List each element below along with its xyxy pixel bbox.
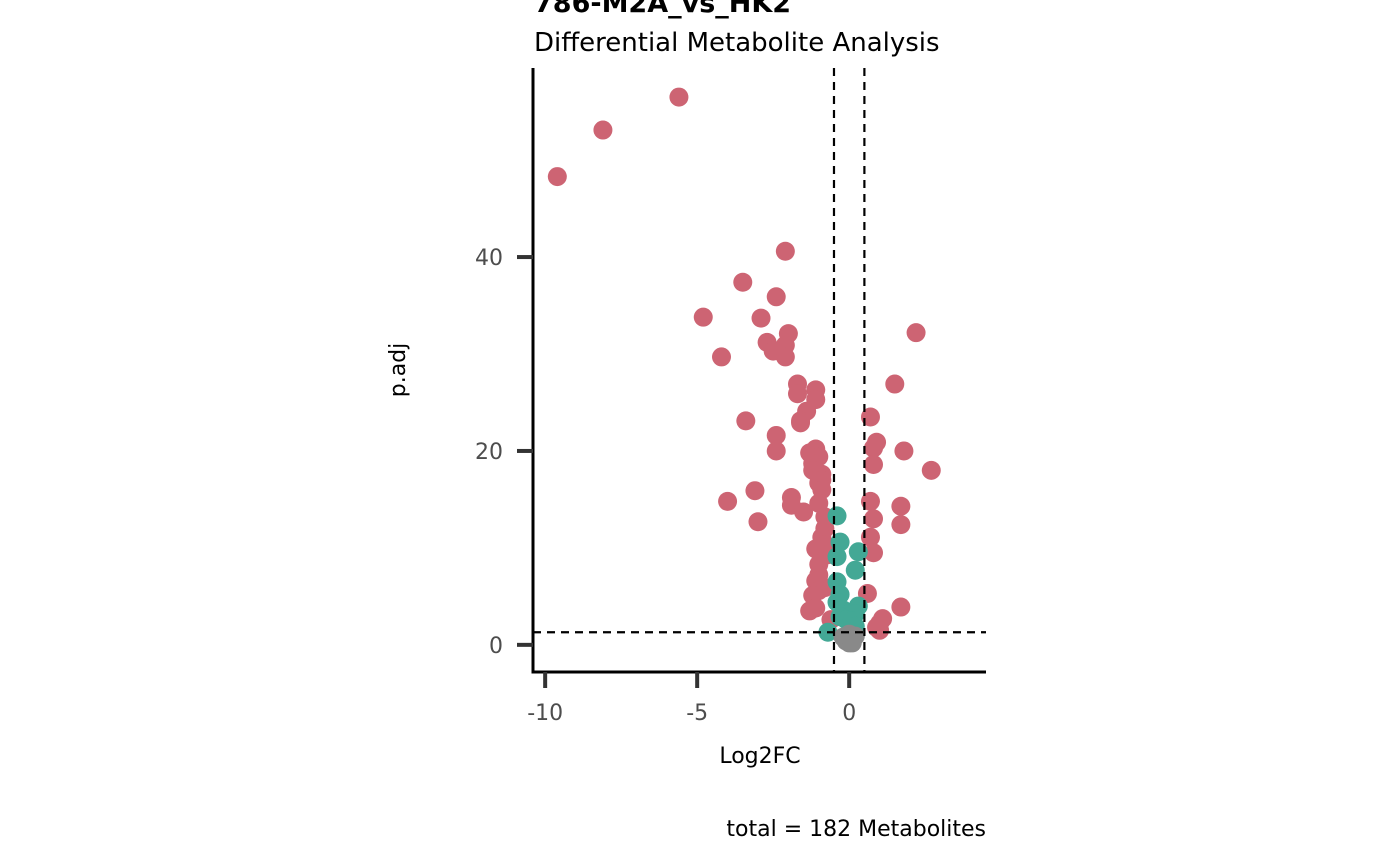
chart-subtitle: Differential Metabolite Analysis <box>534 28 940 58</box>
data-point <box>870 620 890 640</box>
data-point <box>891 496 911 516</box>
data-point <box>593 120 613 140</box>
data-point <box>860 527 880 547</box>
threshold-lines <box>533 68 986 672</box>
data-point <box>921 460 941 480</box>
data-point <box>864 438 884 458</box>
data-point <box>766 287 786 307</box>
data-point <box>693 307 713 327</box>
chart-title: 786-M2A_vs_HK2 <box>534 0 791 19</box>
data-point <box>827 506 847 526</box>
data-point <box>906 323 926 343</box>
data-point <box>794 502 814 522</box>
data-point <box>775 241 795 261</box>
data-point <box>733 272 753 292</box>
data-point <box>864 509 884 529</box>
data-point <box>827 547 847 567</box>
data-point <box>766 441 786 461</box>
data-point <box>864 543 884 563</box>
x-tick-label: 0 <box>842 701 856 726</box>
data-point <box>885 374 905 394</box>
y-tick-label: 40 <box>475 246 503 271</box>
data-point <box>845 560 865 580</box>
data-point <box>745 481 765 501</box>
data-point <box>891 515 911 535</box>
x-axis-title: Log2FC <box>719 744 800 769</box>
x-tick-label: -5 <box>686 701 708 726</box>
data-point <box>547 167 567 187</box>
chart-caption: total = 182 Metabolites <box>726 817 986 842</box>
data-point <box>864 455 884 475</box>
data-point <box>891 597 911 617</box>
x-tick-label: -10 <box>527 701 563 726</box>
axes: 0 20 40 -10 -5 0 <box>475 68 986 726</box>
data-point <box>830 532 850 552</box>
data-point <box>894 441 914 461</box>
y-tick-label: 20 <box>475 440 503 465</box>
data-point <box>748 512 768 532</box>
data-point <box>842 633 862 653</box>
y-axis-title: p.adj <box>386 343 411 398</box>
data-point <box>669 87 689 107</box>
data-point <box>751 308 771 328</box>
data-point <box>791 413 811 433</box>
data-point <box>848 542 868 562</box>
data-point <box>775 347 795 367</box>
data-point <box>860 407 880 427</box>
data-point <box>788 384 808 404</box>
y-tick-label: 0 <box>489 634 503 659</box>
data-point <box>806 598 826 618</box>
data-point <box>766 425 786 445</box>
data-point <box>718 491 738 511</box>
data-point <box>736 411 756 431</box>
data-point <box>860 491 880 511</box>
data-point <box>711 347 731 367</box>
data-points <box>547 87 941 653</box>
